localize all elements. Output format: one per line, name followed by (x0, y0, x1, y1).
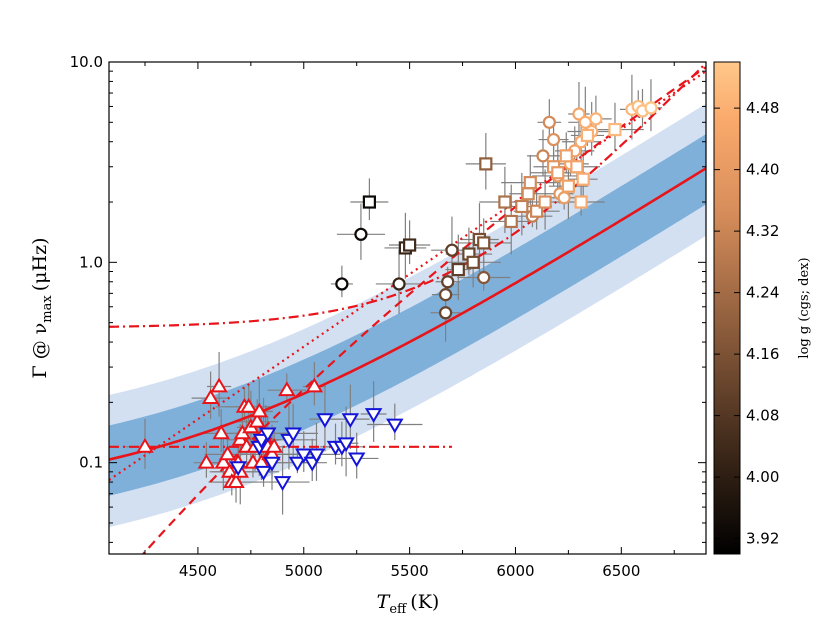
colorbar-title: log g (cgs; dex) (797, 257, 812, 358)
red-giant-marker (136, 437, 154, 453)
x-tick-label: 5000 (285, 562, 323, 580)
square-marker (608, 122, 622, 137)
circle-marker (392, 277, 406, 291)
circle-marker (335, 277, 349, 291)
red-giant-marker (239, 397, 258, 413)
subgiant-marker (288, 456, 307, 472)
subgiant-marker (259, 427, 277, 443)
square-marker (479, 157, 493, 171)
fit-line-dotted (109, 70, 706, 481)
square-marker (466, 255, 480, 269)
colorbar-tick-label: 4.24 (746, 284, 779, 302)
y-tick-label: 10.0 (70, 53, 103, 71)
circle-marker (536, 149, 550, 163)
square-marker (530, 204, 544, 218)
red-giant-marker (265, 437, 283, 453)
subgiant-marker (307, 448, 326, 464)
red-giant-marker (201, 389, 220, 405)
x-axis-title: Teff (K) (377, 591, 440, 617)
circle-marker (589, 112, 603, 126)
square-marker (403, 238, 417, 252)
subgiant-marker (364, 408, 383, 423)
colorbar-tick-label: 4.08 (746, 407, 779, 425)
square-marker (523, 176, 537, 190)
x-tick-label: 4500 (179, 562, 217, 580)
colorbar-tick-label: 4.40 (746, 161, 779, 179)
subgiant-marker (229, 461, 247, 477)
colorbar (713, 61, 741, 555)
x-tick-label: 5500 (391, 562, 429, 580)
square-marker (504, 214, 518, 229)
x-tick-label: 6000 (496, 562, 534, 580)
subgiant-marker (295, 448, 313, 464)
square-marker (362, 195, 376, 209)
circle-marker (546, 132, 561, 147)
fit-lines (109, 62, 706, 554)
square-marker (559, 149, 573, 163)
fit-line-dashdot (109, 62, 706, 328)
y-tick-label: 1.0 (79, 253, 103, 271)
red-giant-marker (212, 424, 230, 440)
colorbar-tick-label: 4.32 (746, 222, 779, 240)
red-giant-marker (197, 453, 216, 469)
circle-marker (557, 191, 571, 205)
subgiant-marker (316, 413, 334, 429)
red-giant-marker (250, 402, 269, 418)
y-axis-title: Γ @ νmax(μHz) (29, 238, 55, 379)
red-giant-marker (218, 445, 237, 461)
fit-line-solid (109, 167, 706, 461)
x-tick-label: 6500 (602, 562, 640, 580)
subgiant-marker (273, 476, 292, 492)
subgiant-marker (337, 437, 355, 453)
square-marker (561, 179, 575, 193)
confidence-bands (109, 103, 706, 528)
red-giant-marker (278, 381, 296, 397)
circle-marker (477, 270, 491, 285)
colorbar-tick-label: 4.48 (746, 99, 779, 117)
square-marker (451, 262, 465, 277)
square-marker (477, 236, 491, 250)
subgiant-marker (386, 418, 404, 434)
subgiant-marker (284, 427, 302, 443)
square-marker (574, 195, 588, 209)
data-points (136, 99, 658, 492)
circle-marker (572, 107, 586, 121)
circle-marker (354, 227, 368, 241)
square-marker (498, 195, 512, 209)
colorbar-tick-label: 4.16 (746, 345, 779, 363)
circle-marker (439, 288, 453, 302)
square-marker (538, 195, 552, 209)
subgiant-marker (252, 433, 271, 449)
square-marker (515, 199, 529, 214)
x-axis-ticks: 4500 5000 5500 6000 6500 (144, 62, 675, 580)
y-axis-ticks: 0.1 1.0 10.0 (70, 53, 706, 543)
colorbar-tick-label: 3.92 (746, 530, 779, 548)
circle-marker (542, 115, 556, 129)
circle-marker (445, 243, 459, 257)
red-giant-marker (248, 412, 266, 428)
plot-frame (108, 61, 707, 555)
red-giant-marker (305, 377, 324, 393)
subgiant-marker (341, 413, 360, 429)
y-tick-label: 0.1 (79, 454, 103, 472)
red-giant-marker (227, 473, 245, 488)
colorbar-ticks: 3.92 4.00 4.08 4.16 4.24 4.32 4.40 4.48 (714, 99, 779, 548)
subgiant-marker (347, 452, 366, 468)
subgiant-marker (263, 456, 281, 472)
colorbar-tick-label: 4.00 (746, 468, 779, 486)
circle-marker (439, 306, 453, 320)
square-marker (576, 172, 590, 186)
square-marker (551, 166, 565, 180)
red-giant-marker (214, 453, 233, 469)
fit-line-dashed (141, 66, 706, 554)
square-marker (580, 128, 595, 143)
subgiant-marker (254, 465, 273, 481)
red-giant-marker (210, 377, 228, 393)
square-marker (521, 187, 535, 201)
square-marker (570, 160, 584, 174)
circle-marker (441, 275, 455, 289)
circle-marker (644, 101, 658, 115)
